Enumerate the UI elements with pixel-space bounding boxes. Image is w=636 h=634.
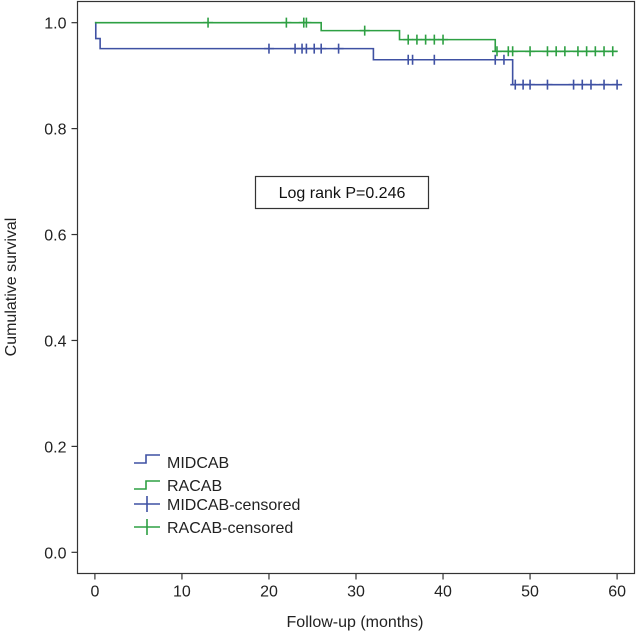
legend-midcab-swatch — [134, 454, 160, 464]
midcab-censored-marker — [542, 79, 553, 90]
racab-censored-marker — [590, 46, 601, 57]
midcab-censored-marker — [568, 79, 579, 90]
log-rank-annotation: Log rank P=0.246 — [279, 185, 406, 202]
y-tick-label: 0.6 — [44, 228, 66, 245]
x-tick-label: 0 — [90, 584, 99, 601]
midcab-censored-marker — [429, 54, 440, 65]
x-tick-label: 20 — [260, 584, 278, 601]
legend-midcab-label: MIDCAB — [167, 455, 229, 472]
legend-racab-censored-label: RACAB-censored — [167, 520, 293, 537]
racab-censored-marker — [438, 34, 449, 45]
y-tick-label: 0.0 — [44, 545, 66, 562]
plot-frame — [76, 0, 636, 575]
legend-racab-swatch — [134, 480, 160, 490]
racab-censored-marker — [411, 34, 422, 45]
legend-midcab-censored-marker — [134, 496, 160, 512]
racab-censored-marker — [525, 46, 536, 57]
midcab-censored-marker — [577, 79, 588, 90]
racab-censored-marker — [359, 25, 370, 36]
racab-censored-marker — [429, 34, 440, 45]
midcab-censored-marker — [612, 79, 623, 90]
midcab-censored-marker — [407, 54, 418, 65]
midcab-survival-curve — [94, 21, 618, 86]
midcab-censored-marker — [599, 79, 610, 90]
x-tick-label: 30 — [347, 584, 365, 601]
y-axis-title: Cumulative survival — [3, 218, 20, 357]
midcab-censored-marker — [263, 43, 274, 54]
y-tick-label: 0.8 — [44, 122, 66, 139]
midcab-censored-marker — [490, 54, 501, 65]
legend-racab-label: RACAB — [167, 478, 222, 495]
x-tick-label: 40 — [434, 584, 452, 601]
legend: MIDCAB RACAB MIDCAB-censored RACAB-censo… — [134, 454, 300, 537]
racab-censored-marker — [281, 17, 292, 28]
midcab-censored-marker — [525, 79, 536, 90]
y-tick-label: 0.4 — [44, 333, 66, 350]
midcab-censored-marker — [585, 79, 596, 90]
racab-censored-marker — [599, 46, 610, 57]
legend-midcab-censored-label: MIDCAB-censored — [167, 497, 300, 514]
legend-racab-censored-marker — [134, 519, 160, 535]
racab-censored-marker — [491, 46, 502, 57]
racab-censored-marker — [507, 46, 518, 57]
racab-censored-marker — [403, 34, 414, 45]
x-tick-label: 10 — [173, 584, 191, 601]
racab-censored-marker — [572, 46, 583, 57]
racab-censored-marker — [542, 46, 553, 57]
annotation-box: Log rank P=0.246 — [254, 175, 430, 210]
racab-censored-marker — [203, 17, 214, 28]
racab-survival-curve — [94, 21, 618, 53]
x-tick-label: 60 — [608, 584, 626, 601]
racab-censored-marker — [581, 46, 592, 57]
midcab-censored-marker — [333, 43, 344, 54]
midcab-censored-marker — [498, 54, 509, 65]
x-axis-title: Follow-up (months) — [287, 614, 424, 631]
racab-censored-marker — [301, 17, 312, 28]
x-tick-label: 50 — [521, 584, 539, 601]
midcab-censored-marker — [316, 43, 327, 54]
y-tick-label: 1.0 — [44, 16, 66, 33]
racab-censored-marker — [607, 46, 618, 57]
racab-censored-marker — [559, 46, 570, 57]
racab-censored-marker — [420, 34, 431, 45]
y-tick-label: 0.2 — [44, 439, 66, 456]
racab-censored-marker — [551, 46, 562, 57]
